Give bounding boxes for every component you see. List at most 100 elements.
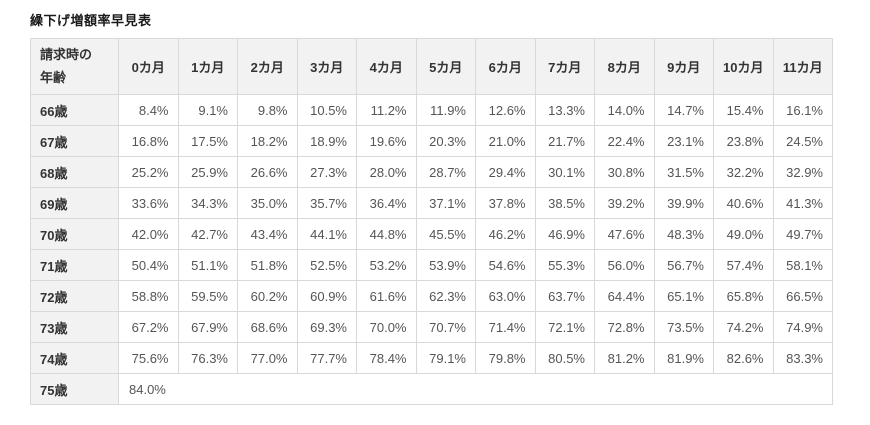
rate-cell: 12.6% [475,94,536,126]
rate-cell: 46.2% [475,218,536,250]
table-row: 72歳 58.8% 59.5% 60.2% 60.9% 61.6% 62.3% 63.0% 63… [30,280,833,312]
rate-cell: 32.9% [772,156,833,188]
rate-cell: 14.7% [653,94,714,126]
month-header-8: 8カ月 [594,38,655,95]
rate-cell: 63.0% [475,280,536,312]
age-row-header: 70歳 [30,218,119,250]
rate-cell: 28.0% [356,156,417,188]
rate-cell: 23.1% [653,125,714,157]
age-row-header: 73歳 [30,311,119,343]
month-header-6: 6カ月 [475,38,536,95]
rate-cell: 50.4% [118,249,179,281]
rate-cell: 17.5% [177,125,238,157]
page-title: 繰下げ増額率早見表 [30,13,152,28]
rate-cell: 74.2% [713,311,774,343]
rate-cell: 63.7% [534,280,595,312]
rate-cell: 15.4% [713,94,774,126]
rate-cell: 14.0% [594,94,655,126]
page-container: 繰下げ増額率早見表 請求時の 年齢 0カ月 1カ月 2カ月 3カ月 4カ月 5カ月 6カ月 7… [30,13,833,405]
rate-cell: 31.5% [653,156,714,188]
age-row-header: 69歳 [30,187,119,219]
rate-cell: 81.9% [653,342,714,374]
rate-cell: 42.0% [118,218,179,250]
rate-cell: 76.3% [177,342,238,374]
table-body: 66歳 8.4% 9.1% 9.8% 10.5% 11.2% 11.9% 12.6% 13.3%… [30,94,833,405]
rate-cell: 82.6% [713,342,774,374]
rate-cell: 84.0% [118,373,833,405]
rate-cell: 65.1% [653,280,714,312]
rate-cell: 61.6% [356,280,417,312]
rate-cell: 39.9% [653,187,714,219]
deferral-rate-table: 請求時の 年齢 0カ月 1カ月 2カ月 3カ月 4カ月 5カ月 6カ月 7カ月 8カ月 9カ月 10… [30,38,833,405]
month-header-9: 9カ月 [653,38,714,95]
corner-header-age-at-claim: 請求時の 年齢 [30,38,119,95]
rate-cell: 78.4% [356,342,417,374]
month-header-11: 11カ月 [772,38,833,95]
age-row-header: 71歳 [30,249,119,281]
table-row: 70歳 42.0% 42.7% 43.4% 44.1% 44.8% 45.5% 46.2% 46… [30,218,833,250]
rate-cell: 43.4% [237,218,298,250]
month-header-7: 7カ月 [534,38,595,95]
rate-cell: 77.0% [237,342,298,374]
table-row: 73歳 67.2% 67.9% 68.6% 69.3% 70.0% 70.7% 71.4% 72… [30,311,833,343]
rate-cell: 41.3% [772,187,833,219]
rate-cell: 49.7% [772,218,833,250]
rate-cell: 46.9% [534,218,595,250]
rate-cell: 39.2% [594,187,655,219]
table-row: 68歳 25.2% 25.9% 26.6% 27.3% 28.0% 28.7% 29.4% 30… [30,156,833,188]
rate-cell: 37.1% [415,187,476,219]
month-header-10: 10カ月 [713,38,774,95]
rate-cell: 79.8% [475,342,536,374]
rate-cell: 16.1% [772,94,833,126]
month-header-2: 2カ月 [237,38,298,95]
rate-cell: 73.5% [653,311,714,343]
rate-cell: 77.7% [296,342,357,374]
rate-cell: 83.3% [772,342,833,374]
rate-cell: 69.3% [296,311,357,343]
rate-cell: 27.3% [296,156,357,188]
rate-cell: 74.9% [772,311,833,343]
table-row: 69歳 33.6% 34.3% 35.0% 35.7% 36.4% 37.1% 37.8% 38… [30,187,833,219]
rate-cell: 80.5% [534,342,595,374]
rate-cell: 56.0% [594,249,655,281]
rate-cell: 44.1% [296,218,357,250]
age-row-header: 74歳 [30,342,119,374]
rate-cell: 58.1% [772,249,833,281]
month-header-1: 1カ月 [177,38,238,95]
rate-cell: 25.9% [177,156,238,188]
rate-cell: 18.2% [237,125,298,157]
month-header-5: 5カ月 [415,38,476,95]
rate-cell: 51.8% [237,249,298,281]
rate-cell: 18.9% [296,125,357,157]
age-row-header: 72歳 [30,280,119,312]
rate-cell: 38.5% [534,187,595,219]
age-row-header: 75歳 [30,373,119,405]
age-row-header: 68歳 [30,156,119,188]
rate-cell: 26.6% [237,156,298,188]
rate-cell: 64.4% [594,280,655,312]
rate-cell: 34.3% [177,187,238,219]
table-row: 74歳 75.6% 76.3% 77.0% 77.7% 78.4% 79.1% 79.8% 80… [30,342,833,374]
rate-cell: 66.5% [772,280,833,312]
rate-cell: 57.4% [713,249,774,281]
rate-cell: 23.8% [713,125,774,157]
rate-cell: 11.2% [356,94,417,126]
rate-cell: 52.5% [296,249,357,281]
table-row: 66歳 8.4% 9.1% 9.8% 10.5% 11.2% 11.9% 12.6% 13.3%… [30,94,833,126]
corner-header-line1: 請求時の [40,47,93,63]
rate-cell: 16.8% [118,125,179,157]
rate-cell: 60.2% [237,280,298,312]
table-row: 71歳 50.4% 51.1% 51.8% 52.5% 53.2% 53.9% 54.6% 55… [30,249,833,281]
table-row: 67歳 16.8% 17.5% 18.2% 18.9% 19.6% 20.3% 21.0% 21… [30,125,833,157]
rate-cell: 28.7% [415,156,476,188]
rate-cell: 67.2% [118,311,179,343]
rate-cell: 40.6% [713,187,774,219]
table-head: 請求時の 年齢 0カ月 1カ月 2カ月 3カ月 4カ月 5カ月 6カ月 7カ月 8カ月 9カ月 10… [30,38,833,95]
rate-cell: 44.8% [356,218,417,250]
rate-cell: 45.5% [415,218,476,250]
rate-cell: 49.0% [713,218,774,250]
rate-cell: 59.5% [177,280,238,312]
rate-cell: 42.7% [177,218,238,250]
rate-cell: 71.4% [475,311,536,343]
rate-cell: 67.9% [177,311,238,343]
